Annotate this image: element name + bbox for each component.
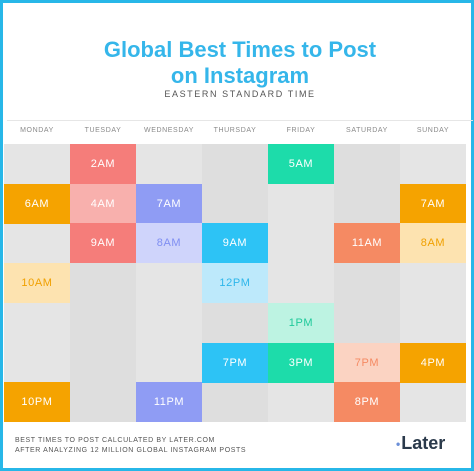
footer-line-1: BEST TIMES TO POST CALCULATED BY LATER.C… <box>15 437 215 444</box>
day-header-wednesday: WEDNESDAY <box>144 127 194 134</box>
day-header-monday: MONDAY <box>20 127 54 134</box>
time-slot-thursday-7pm: 7PM <box>202 342 268 383</box>
time-slot-friday-1pm: 1PM <box>268 302 334 343</box>
footer-note: BEST TIMES TO POST CALCULATED BY LATER.C… <box>15 436 246 456</box>
time-slot-sunday-4pm: 4PM <box>400 342 466 383</box>
chart-subtitle: EASTERN STANDARD TIME <box>164 89 316 99</box>
later-logo-text: Later <box>401 433 446 453</box>
later-logo: • Later <box>396 433 445 454</box>
day-header-saturday: SATURDAY <box>346 127 388 134</box>
chart-title-line-1: Global Best Times to Post <box>103 37 377 62</box>
time-slot-saturday-11am: 11AM <box>334 223 400 264</box>
time-slot-friday-3pm: 3PM <box>268 342 334 383</box>
day-header-friday: FRIDAY <box>286 127 316 134</box>
day-header-thursday: THURSDAY <box>213 127 257 134</box>
time-slot-monday-6am: 6AM <box>4 183 70 224</box>
time-slot-wednesday-7am: 7AM <box>136 183 202 224</box>
time-slot-sunday-8am: 8AM <box>400 223 466 264</box>
time-slot-saturday-8pm: 8PM <box>334 382 400 423</box>
time-slot-monday-10am: 10AM <box>4 263 70 304</box>
time-slot-wednesday-11pm: 11PM <box>136 382 202 423</box>
time-slot-tuesday-2am: 2AM <box>70 144 136 184</box>
time-slot-sunday-7am: 7AM <box>400 183 466 224</box>
header-divider <box>7 120 473 121</box>
footer-line-2: AFTER ANALYZING 12 MILLION GLOBAL INSTAG… <box>15 447 247 454</box>
time-slot-tuesday-9am: 9AM <box>70 223 136 264</box>
time-slot-saturday-7pm: 7PM <box>334 342 400 383</box>
time-slot-thursday-12pm: 12PM <box>202 263 268 304</box>
time-slot-tuesday-4am: 4AM <box>70 183 136 224</box>
day-header-tuesday: TUESDAY <box>84 127 122 134</box>
chart-title-line-2: on Instagram <box>170 63 310 88</box>
time-slot-thursday-9am: 9AM <box>202 223 268 264</box>
time-slot-friday-5am: 5AM <box>268 144 334 184</box>
time-slot-wednesday-8am: 8AM <box>136 223 202 264</box>
later-logo-icon: • <box>396 436 401 451</box>
time-slot-monday-10pm: 10PM <box>4 382 70 423</box>
day-header-sunday: SUNDAY <box>416 127 450 134</box>
